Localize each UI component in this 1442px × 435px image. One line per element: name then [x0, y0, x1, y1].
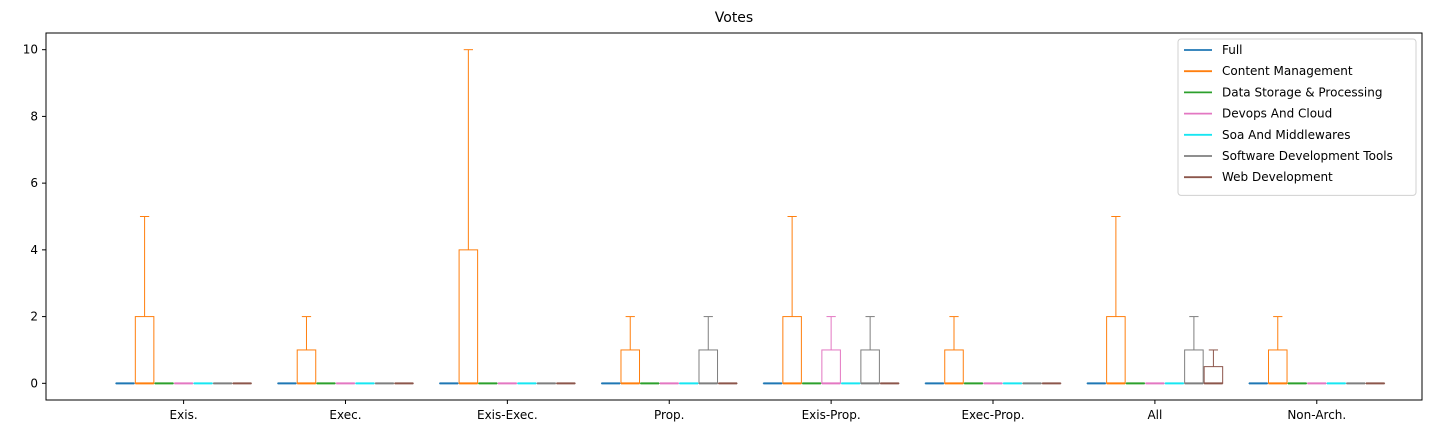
x-tick-label: Exec.: [329, 408, 361, 422]
plot-area: 0 2 4 6 8 10 Exis. Exec. Exis-Exec. Prop. Exis-Pro…: [23, 43, 1386, 422]
legend-entry: Content Management: [1184, 64, 1353, 78]
box-content-management: [1268, 316, 1288, 385]
box-content-management: [296, 316, 317, 385]
box-content-management: [458, 49, 479, 385]
legend-entry: Full: [1184, 43, 1243, 57]
legend-entry: Data Storage & Processing: [1184, 85, 1382, 99]
x-tick-label: Non-Arch.: [1287, 408, 1346, 422]
y-tick-label: 8: [30, 109, 38, 123]
legend-entry: Soa And Middlewares: [1184, 128, 1350, 142]
legend-label: Software Development Tools: [1222, 149, 1393, 163]
legend-frame: [1177, 38, 1417, 196]
x-tick-label: Exis-Exec.: [477, 408, 538, 422]
box-content-management: [134, 216, 155, 385]
box-devops-and-cloud: [821, 316, 841, 385]
box-software-development-tools: [698, 316, 719, 385]
legend-entry: Web Development: [1184, 170, 1333, 184]
y-tick-label: 0: [30, 376, 38, 390]
legend-label: Full: [1222, 43, 1243, 57]
x-tick-label: All: [1147, 408, 1162, 422]
box-software-development-tools: [860, 316, 880, 385]
legend-label: Devops And Cloud: [1222, 107, 1332, 121]
x-tick-label: Prop.: [654, 408, 684, 422]
axes-frame: [45, 32, 1423, 401]
legend-entry: Devops And Cloud: [1184, 107, 1332, 121]
box-software-development-tools: [1184, 316, 1204, 385]
x-tick-label: Exec-Prop.: [961, 408, 1024, 422]
y-tick-label: 10: [23, 43, 38, 57]
box-content-management: [1106, 216, 1126, 385]
x-tick-label: Exis-Prop.: [802, 408, 861, 422]
box-web-development: [1203, 349, 1224, 385]
box-content-management: [782, 216, 802, 385]
chart-title: Votes: [715, 10, 753, 26]
legend: Full Content Management Data Storage & Pro…: [1177, 38, 1417, 196]
legend-label: Soa And Middlewares: [1222, 128, 1350, 142]
y-tick-label: 2: [30, 310, 38, 324]
y-tick-label: 6: [30, 176, 38, 190]
x-tick-label: Exis.: [170, 408, 198, 422]
legend-entry: Software Development Tools: [1184, 149, 1393, 163]
box-content-management: [944, 316, 964, 385]
legend-label: Data Storage & Processing: [1222, 85, 1382, 99]
legend-label: Web Development: [1222, 170, 1333, 184]
y-tick-label: 4: [30, 243, 38, 257]
box-content-management: [620, 316, 641, 385]
legend-label: Content Management: [1222, 64, 1353, 78]
